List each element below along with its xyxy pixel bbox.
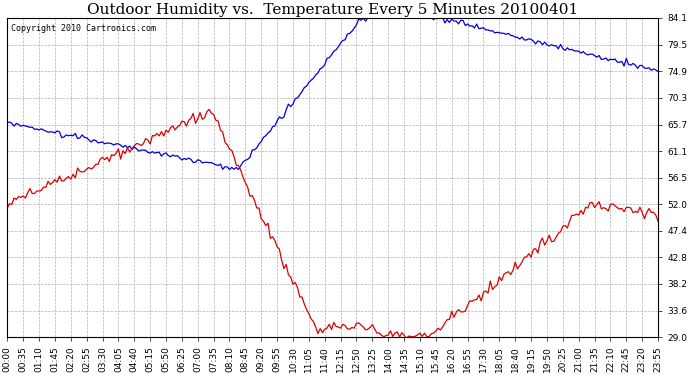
Title: Outdoor Humidity vs.  Temperature Every 5 Minutes 20100401: Outdoor Humidity vs. Temperature Every 5… [87, 3, 578, 17]
Text: Copyright 2010 Cartronics.com: Copyright 2010 Cartronics.com [10, 24, 155, 33]
